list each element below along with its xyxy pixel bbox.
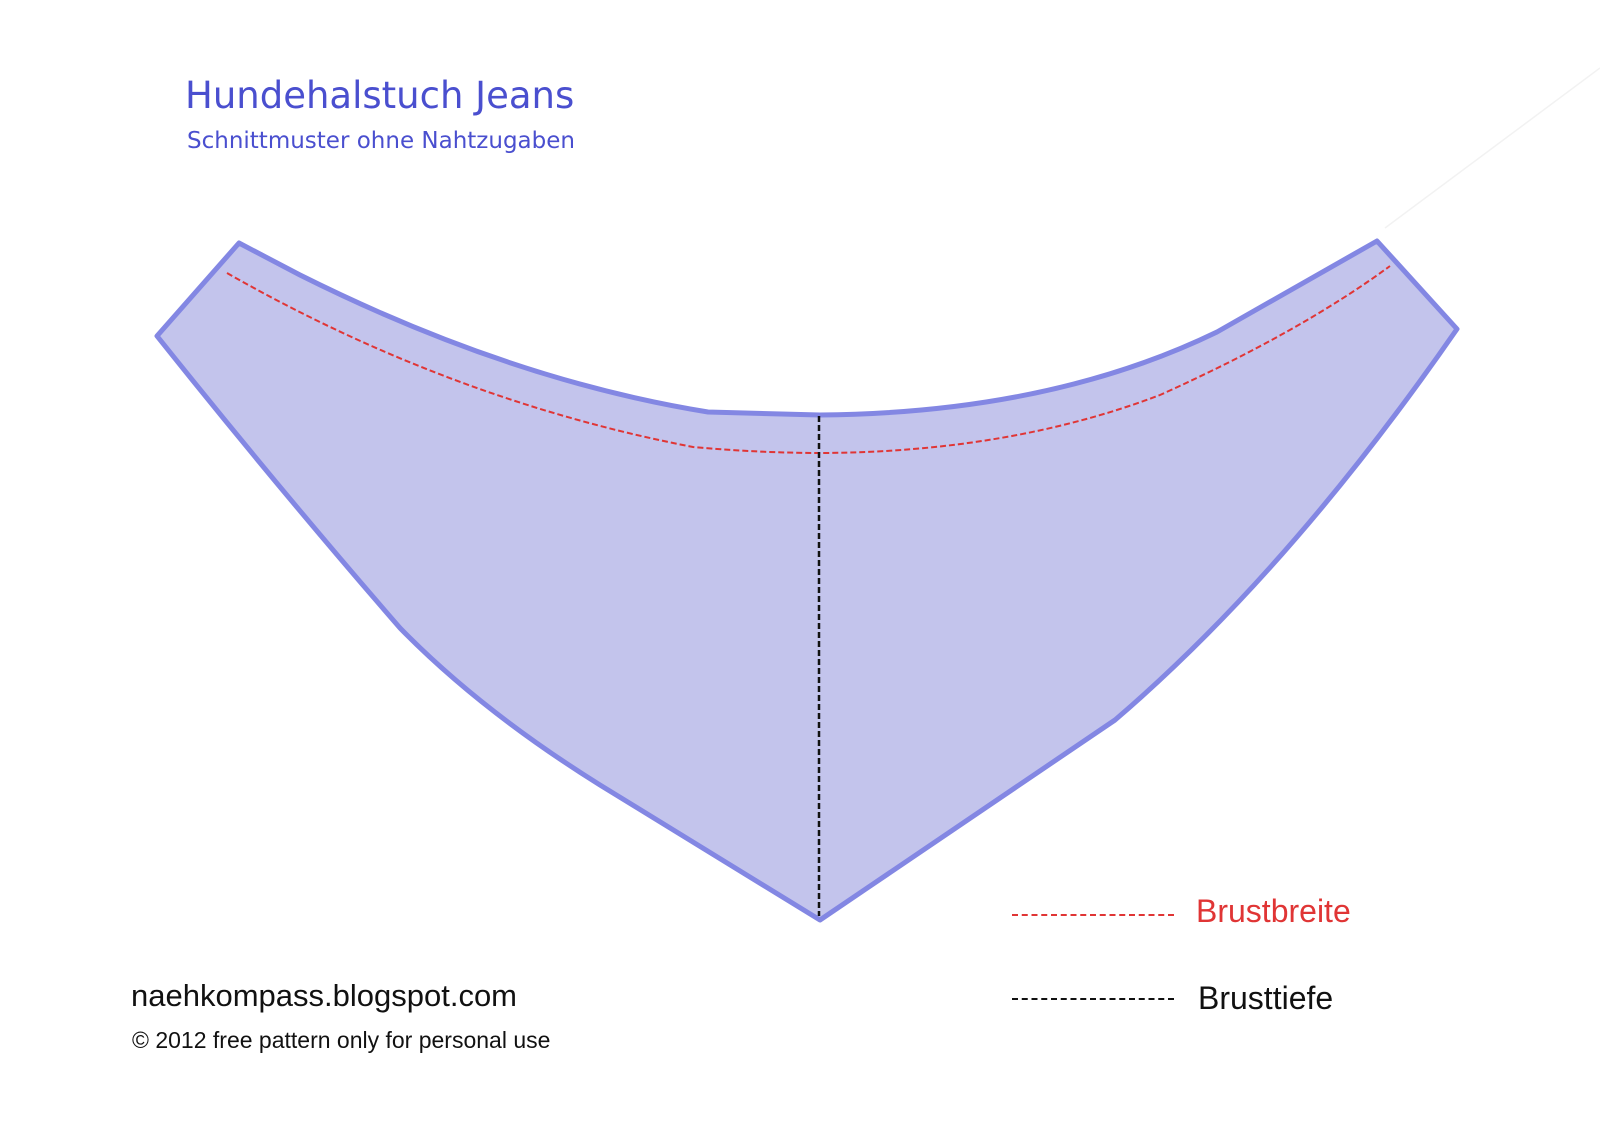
legend-label-brusttiefe: Brusttiefe <box>1198 980 1334 1016</box>
corner-guide-line <box>1384 67 1600 229</box>
brustbreite-line <box>226 265 1391 455</box>
pattern-subtitle: Schnittmuster ohne Nahtzugaben <box>187 128 575 154</box>
bandana-pattern-piece <box>154 238 1460 923</box>
legend-label-brustbreite: Brustbreite <box>1196 893 1351 929</box>
legend-line-brustbreite <box>1012 914 1174 916</box>
copyright-notice: © 2012 free pattern only for personal us… <box>132 1027 551 1053</box>
website-url: naehkompass.blogspot.com <box>131 978 518 1013</box>
pattern-title: Hundehalstuch Jeans <box>185 74 575 117</box>
legend-line-brusttiefe <box>1012 998 1174 1000</box>
